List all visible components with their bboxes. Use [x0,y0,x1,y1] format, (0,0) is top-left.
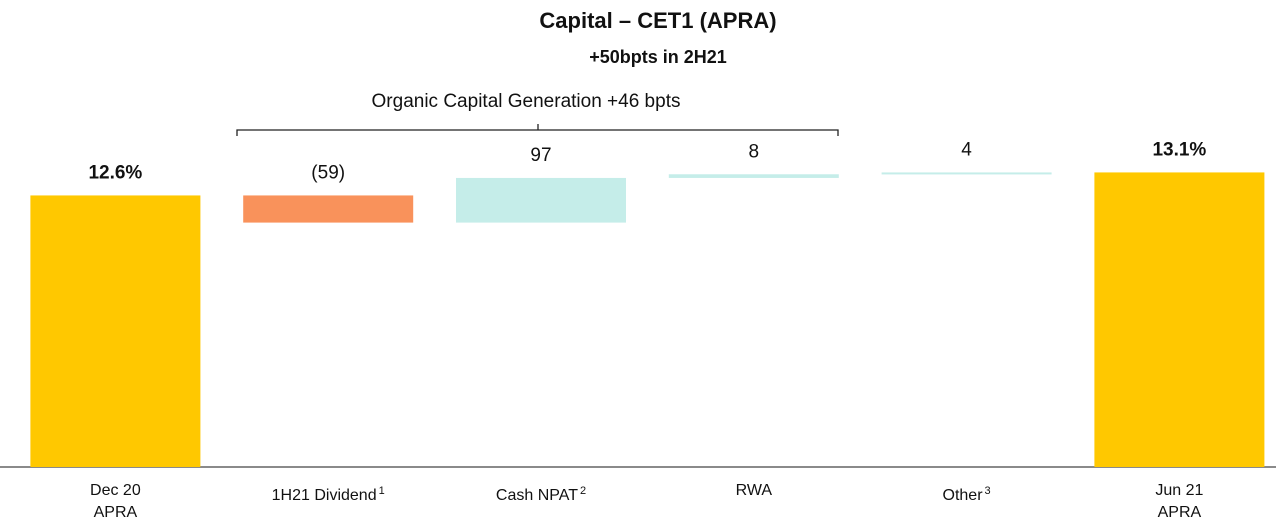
bar [30,195,201,467]
chart-title: Capital – CET1 (APRA) [539,8,776,33]
bar [881,172,1052,175]
footnote-marker: 3 [984,485,991,497]
category-name: Jun 21 APRA [1155,482,1204,521]
bar [1094,172,1265,467]
footnote-marker: 2 [579,485,587,497]
bar [668,174,839,178]
value-label: 97 [530,145,551,166]
category-name: RWA [735,482,773,499]
category-name: Cash NPAT [495,487,578,504]
value-label: 4 [961,139,972,160]
footnote-marker: 1 [378,485,385,497]
x-tick-label: Cash NPAT 2 [435,480,647,507]
x-tick-label: Other 3 [861,480,1073,507]
x-tick-label: Dec 20 APRA [9,480,221,524]
value-label: 12.6% [88,162,142,183]
x-tick-label: RWA [648,480,860,502]
annotation: Organic Capital Generation +46 bpts [372,91,681,112]
value-label: 8 [749,141,760,162]
x-tick-label: 1H21 Dividend 1 [222,480,434,507]
category-name: Other [942,487,983,504]
category-name: Dec 20 APRA [90,482,141,521]
category-name: 1H21 Dividend [271,487,377,504]
bar [243,195,414,223]
bar [456,177,626,223]
bracket [236,124,839,136]
x-tick-label: Jun 21 APRA [1073,480,1276,524]
value-label: (59) [311,162,345,183]
value-label: 13.1% [1152,139,1206,160]
chart-subtitle: +50bpts in 2H21 [589,47,727,67]
